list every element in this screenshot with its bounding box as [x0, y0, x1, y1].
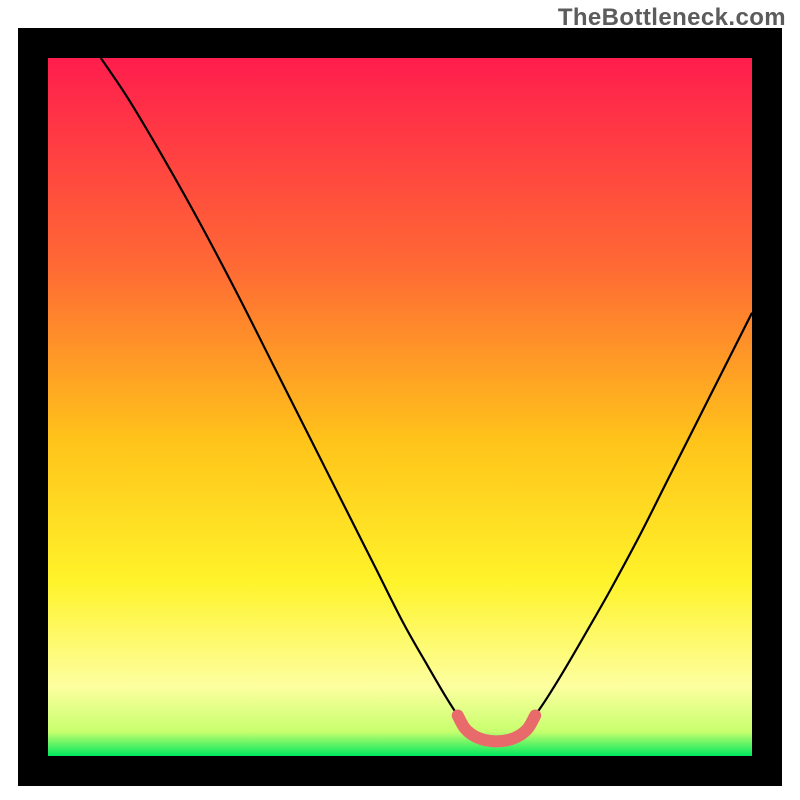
- target-band: [458, 716, 535, 742]
- curve-layer: [48, 58, 752, 756]
- right-curve: [535, 313, 752, 716]
- left-curve: [101, 58, 458, 716]
- plot-area: [48, 58, 752, 756]
- chart-frame: TheBottleneck.com: [0, 0, 800, 800]
- chart-border: [18, 28, 782, 786]
